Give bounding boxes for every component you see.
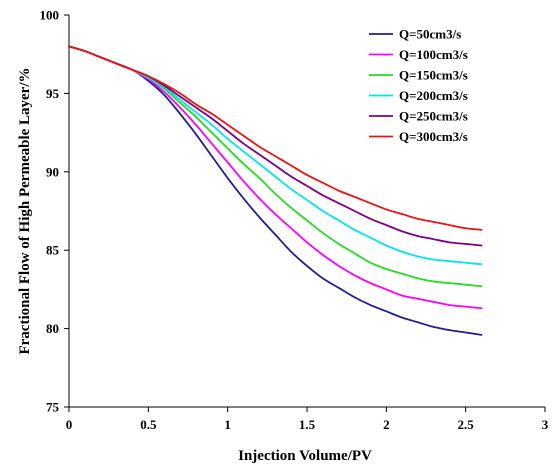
legend-label: Q=300cm3/s — [399, 129, 468, 144]
legend-label: Q=250cm3/s — [399, 109, 468, 124]
x-tick-label: 0 — [66, 417, 73, 432]
legend-label: Q=150cm3/s — [399, 68, 468, 83]
x-tick-label: 1.5 — [299, 417, 316, 432]
legend-label: Q=50cm3/s — [399, 27, 461, 42]
x-tick-label: 0.5 — [140, 417, 157, 432]
x-tick-label: 2.5 — [458, 417, 475, 432]
axis-ticks: 0 0.5 1 1.5 2 2.5 3 75 80 85 90 95 100 — [40, 8, 549, 433]
legend-label: Q=100cm3/s — [399, 47, 468, 62]
y-tick-label: 100 — [40, 8, 60, 23]
x-tick-label: 2 — [383, 417, 390, 432]
y-tick-label: 85 — [46, 243, 60, 258]
y-tick-label: 75 — [46, 400, 60, 415]
x-tick-label: 1 — [224, 417, 231, 432]
legend: Q=50cm3/s Q=100cm3/s Q=150cm3/s Q=200cm3/s Q… — [369, 27, 468, 144]
x-tick-label: 3 — [542, 417, 549, 432]
series-lines — [68, 45, 483, 336]
y-tick-label: 90 — [46, 164, 59, 179]
legend-label: Q=200cm3/s — [399, 88, 468, 103]
y-tick-label: 80 — [46, 321, 59, 336]
y-tick-label: 95 — [46, 86, 60, 101]
x-axis-label: Injection Volume/PV — [238, 448, 372, 464]
series-line-6 — [68, 45, 483, 231]
y-axis-label: Fractional Flow of High Permeable Layer/… — [17, 67, 33, 354]
